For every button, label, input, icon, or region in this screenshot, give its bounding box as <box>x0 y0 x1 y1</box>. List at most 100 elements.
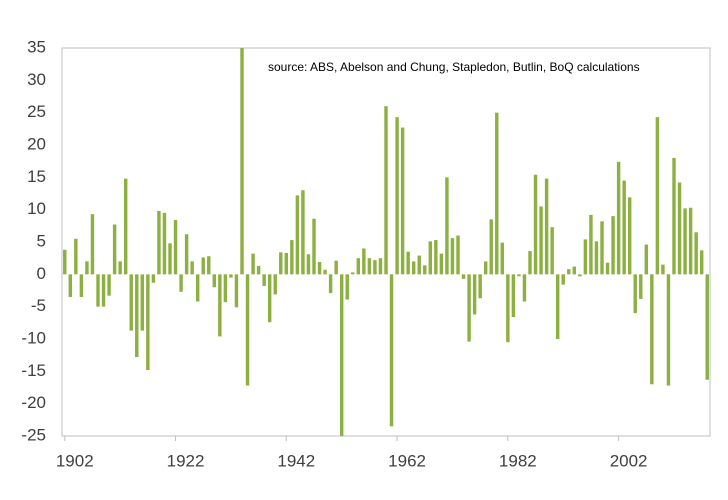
bar <box>362 248 366 275</box>
bar <box>168 243 172 275</box>
bar <box>351 272 355 275</box>
bar <box>555 274 560 339</box>
bar <box>373 260 377 275</box>
x-tick-label: 1982 <box>499 451 537 470</box>
bar <box>378 258 383 275</box>
bar <box>517 274 521 277</box>
bar <box>567 269 571 275</box>
y-tick-label: -15 <box>21 361 46 380</box>
bar <box>290 240 294 275</box>
bar <box>295 195 300 275</box>
bar <box>162 212 167 275</box>
bar <box>666 274 671 386</box>
bar <box>561 274 565 285</box>
bar <box>184 234 189 275</box>
bar <box>107 274 111 296</box>
bar <box>395 117 399 275</box>
bar <box>572 266 577 275</box>
bar <box>423 265 427 275</box>
bar <box>173 220 178 275</box>
bar <box>428 241 433 275</box>
bar <box>539 206 543 275</box>
bar <box>616 161 621 275</box>
bar <box>212 274 217 288</box>
bar <box>229 274 233 278</box>
bar <box>267 274 272 323</box>
bar <box>461 274 466 279</box>
source-note: source: ABS, Abelson and Chung, Stapledo… <box>268 60 640 74</box>
bar <box>672 157 676 275</box>
bar <box>63 249 67 275</box>
bar <box>301 190 305 275</box>
x-tick-label: 1902 <box>56 451 94 470</box>
bar <box>140 274 145 331</box>
bar <box>240 48 244 275</box>
plot-frame <box>61 47 711 437</box>
bar <box>367 258 372 275</box>
bar <box>578 274 582 277</box>
bar <box>179 274 183 292</box>
bar <box>384 106 388 275</box>
bar <box>655 117 660 275</box>
x-tick-label: 1922 <box>167 451 205 470</box>
y-tick-label: 25 <box>27 102 46 121</box>
bar <box>688 207 693 275</box>
bar <box>661 264 665 275</box>
bar <box>511 274 516 318</box>
bar <box>600 221 604 275</box>
bar <box>677 182 682 275</box>
bar <box>627 197 632 275</box>
bar <box>605 262 610 275</box>
bar <box>190 261 194 275</box>
bar <box>445 177 449 275</box>
bar <box>478 274 482 299</box>
bar <box>589 214 593 275</box>
bar <box>550 227 554 275</box>
bar <box>101 274 106 307</box>
y-tick-label: -10 <box>21 328 46 347</box>
y-tick-label: 5 <box>37 231 46 250</box>
y-tick-label: 10 <box>27 199 46 218</box>
bar <box>644 244 649 275</box>
bar <box>284 252 289 275</box>
bar <box>439 253 444 275</box>
bar <box>683 208 687 275</box>
bar <box>157 210 161 275</box>
bar <box>633 274 637 314</box>
bar <box>622 180 626 275</box>
bar <box>533 174 538 275</box>
bar <box>218 274 222 337</box>
bar <box>417 255 421 275</box>
bar <box>406 251 410 275</box>
bar <box>339 274 344 436</box>
bar <box>544 178 549 275</box>
bar <box>129 274 133 331</box>
bar <box>223 274 228 303</box>
bar <box>699 250 704 275</box>
bar <box>306 254 311 275</box>
bar <box>450 238 455 275</box>
bar <box>456 235 460 275</box>
y-tick-label: 15 <box>27 167 46 186</box>
bar <box>434 240 438 275</box>
y-tick-label: -5 <box>31 296 46 315</box>
bar <box>135 274 139 358</box>
bar <box>528 251 532 275</box>
bar <box>583 239 588 275</box>
x-tick-label: 1962 <box>388 451 426 470</box>
bar <box>207 256 211 275</box>
bar <box>594 241 599 275</box>
bar <box>151 274 156 283</box>
bar <box>411 261 416 275</box>
bar <box>256 265 261 275</box>
bar <box>85 261 89 275</box>
bar <box>312 218 316 275</box>
bar <box>118 261 122 275</box>
y-tick-label: -20 <box>21 393 46 412</box>
bar <box>90 214 95 275</box>
y-tick-label: -25 <box>21 425 46 444</box>
bar <box>356 258 361 275</box>
bar <box>317 262 322 275</box>
bar <box>68 274 73 297</box>
